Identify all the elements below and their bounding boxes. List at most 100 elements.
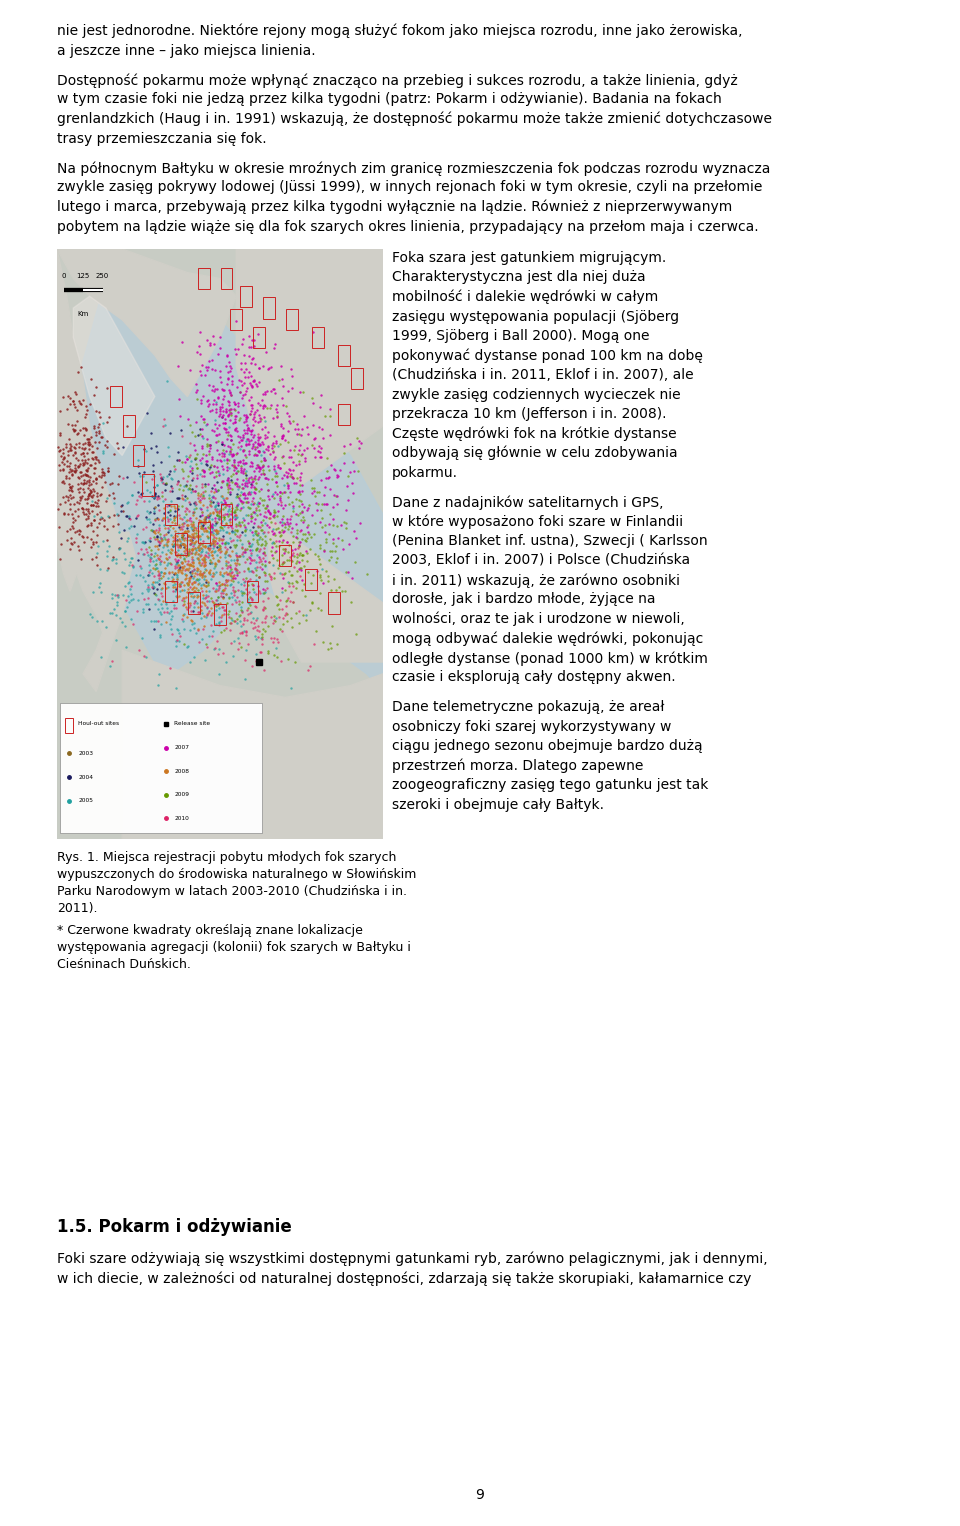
- Bar: [221, 504, 232, 525]
- Point: [280, 475, 296, 499]
- Point: [280, 418, 296, 443]
- Point: [224, 632, 239, 656]
- Point: [228, 552, 243, 577]
- Point: [229, 548, 245, 572]
- Point: [179, 595, 194, 620]
- Point: [251, 626, 266, 650]
- Point: [224, 476, 239, 501]
- Point: [289, 601, 304, 626]
- Point: [85, 493, 101, 517]
- Point: [184, 536, 200, 560]
- Point: [171, 621, 186, 645]
- Bar: [60, 703, 262, 833]
- Point: [251, 453, 266, 478]
- Point: [172, 543, 187, 568]
- Point: [277, 427, 293, 452]
- Point: [84, 481, 99, 505]
- Point: [89, 523, 105, 548]
- Point: [254, 430, 270, 455]
- Point: [176, 603, 191, 627]
- Point: [189, 562, 204, 586]
- Point: [168, 595, 183, 620]
- Point: [115, 435, 131, 459]
- Point: [174, 525, 189, 549]
- Point: [216, 433, 231, 458]
- Point: [270, 555, 285, 580]
- Point: [192, 552, 207, 577]
- Text: zasięgu występowania populacji (Sjöberg: zasięgu występowania populacji (Sjöberg: [392, 310, 679, 324]
- Point: [154, 560, 169, 584]
- Point: [152, 571, 167, 595]
- Point: [253, 526, 269, 551]
- Point: [133, 485, 149, 510]
- Point: [205, 528, 221, 552]
- Point: [148, 484, 163, 508]
- Point: [285, 465, 300, 490]
- Point: [70, 504, 85, 528]
- Point: [288, 453, 303, 478]
- Point: [159, 595, 175, 620]
- Point: [256, 488, 272, 513]
- Point: [258, 604, 274, 629]
- Point: [196, 485, 211, 510]
- Point: [268, 517, 283, 542]
- Point: [294, 461, 309, 485]
- Point: [159, 548, 175, 572]
- Point: [152, 566, 167, 591]
- Point: [80, 458, 95, 482]
- Point: [267, 446, 282, 470]
- Point: [124, 546, 139, 571]
- Point: [77, 487, 92, 511]
- Point: [199, 574, 214, 598]
- Point: [348, 525, 364, 549]
- Point: [156, 513, 171, 537]
- Point: [208, 429, 224, 453]
- Point: [79, 401, 94, 426]
- Point: [276, 374, 291, 398]
- Point: [252, 526, 267, 551]
- Point: [185, 548, 201, 572]
- Point: [213, 537, 228, 562]
- Point: [237, 365, 252, 389]
- Point: [333, 458, 348, 482]
- Point: [91, 400, 107, 424]
- Point: [241, 432, 256, 456]
- Point: [211, 636, 227, 661]
- Point: [240, 427, 255, 452]
- Point: [201, 388, 216, 412]
- Point: [199, 540, 214, 565]
- Point: [281, 446, 297, 470]
- Point: [245, 328, 260, 353]
- Point: [227, 407, 242, 432]
- Point: [236, 418, 252, 443]
- Point: [193, 543, 208, 568]
- Point: [229, 505, 245, 530]
- Point: [220, 420, 235, 444]
- Point: [222, 508, 237, 533]
- Point: [246, 617, 261, 641]
- Point: [193, 606, 208, 630]
- Point: [147, 526, 162, 551]
- Point: [188, 491, 204, 516]
- Point: [194, 537, 209, 562]
- Point: [143, 542, 158, 566]
- Point: [271, 516, 286, 540]
- Point: [304, 502, 320, 526]
- Point: [209, 629, 225, 653]
- Point: [276, 481, 292, 505]
- Point: [224, 568, 239, 592]
- Point: [255, 546, 271, 571]
- Point: [173, 571, 188, 595]
- Point: [235, 450, 251, 475]
- Point: [225, 560, 240, 584]
- Point: [155, 490, 170, 514]
- Point: [197, 507, 212, 531]
- Point: [202, 482, 217, 507]
- Point: [196, 604, 211, 629]
- Point: [101, 505, 116, 530]
- Point: [190, 583, 205, 607]
- Point: [268, 459, 283, 484]
- Point: [168, 540, 183, 565]
- Point: [172, 572, 187, 597]
- Point: [256, 446, 272, 470]
